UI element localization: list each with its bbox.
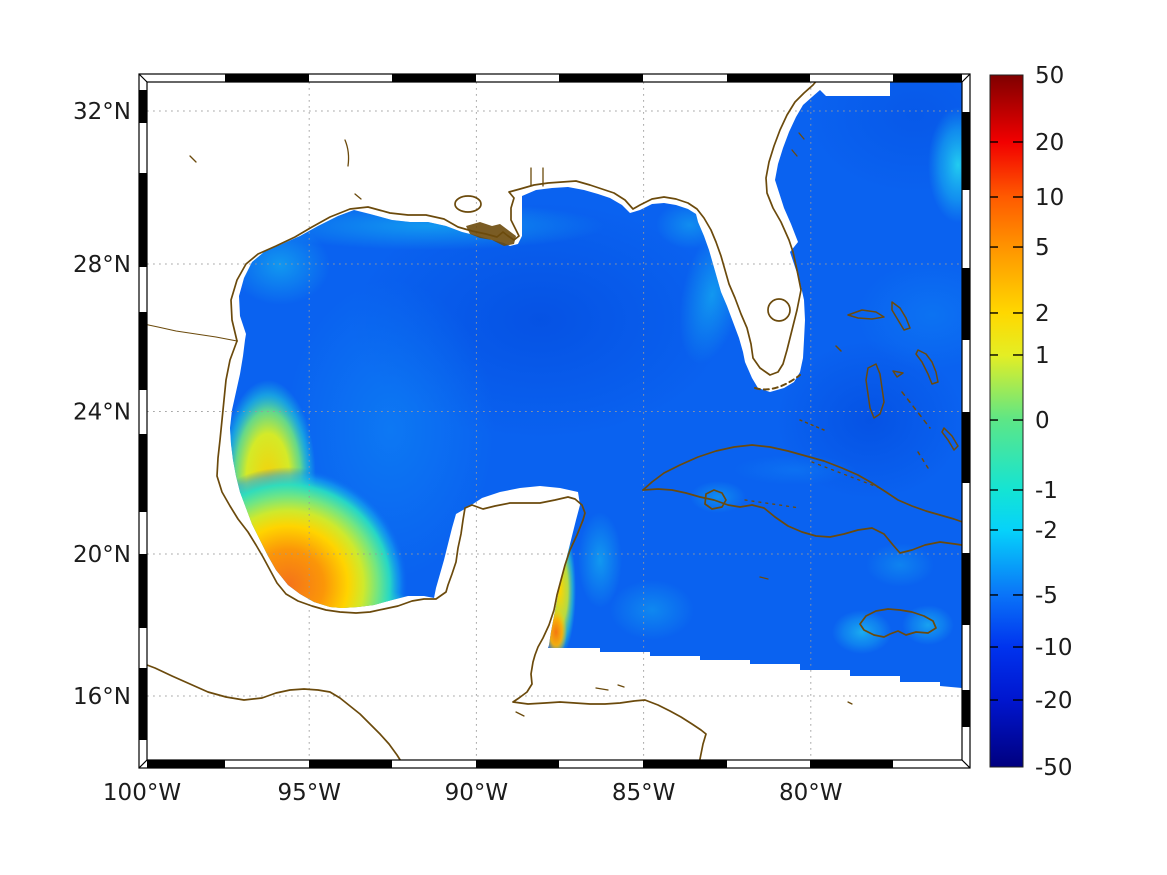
island-long-island-bahamas xyxy=(941,427,959,451)
lon-tick-labels: 100°W 95°W 90°W 85°W 80°W xyxy=(103,780,843,806)
colorbar-gradient-bar xyxy=(989,74,1024,768)
colorbar-tick-label: 5 xyxy=(1035,235,1050,261)
lat-tick-label: 16°N xyxy=(73,684,131,710)
island-grand-bahama xyxy=(847,309,885,320)
colorbar-tick-label: -1 xyxy=(1035,478,1058,504)
colorbar-tick-label: -50 xyxy=(1035,755,1073,781)
deep-blue-atlantic xyxy=(805,82,962,195)
lake-texas-hill xyxy=(189,155,197,163)
frame-corner-miters xyxy=(138,73,971,769)
islet-south-of-jamaica xyxy=(847,701,853,705)
lon-tick-label: 85°W xyxy=(612,780,676,806)
islet-cayman xyxy=(759,576,769,580)
cyan-streak-northeast xyxy=(928,107,962,223)
island-bimini xyxy=(835,345,842,352)
colorbar-tick-label: 2 xyxy=(1035,301,1050,327)
island-new-providence xyxy=(892,370,904,378)
island-abaco xyxy=(891,301,911,331)
islands-ragged xyxy=(917,451,929,469)
cyan-cayman-trough xyxy=(866,543,934,587)
colorbar-tick-label: -5 xyxy=(1035,583,1058,609)
lon-tick-label: 80°W xyxy=(779,780,843,806)
colorbar-tick-label: -20 xyxy=(1035,688,1073,714)
island-cuba-south-coast xyxy=(642,488,969,554)
islets-bay-islands-honduras xyxy=(595,684,625,691)
cyan-jamaica-west xyxy=(832,610,892,654)
cyan-plume-yucatan xyxy=(578,512,622,608)
cyan-caribbean-west xyxy=(610,580,694,640)
map-frame xyxy=(138,73,971,769)
lake-sabine xyxy=(354,193,362,200)
mobile-bay-outline xyxy=(530,167,544,187)
lake-okeechobee xyxy=(767,298,791,322)
islets-cuba-cays xyxy=(744,461,881,509)
colorbar-tick-label: 1 xyxy=(1035,343,1050,369)
islands-exuma-chain xyxy=(901,391,931,429)
no-data-notch xyxy=(826,82,890,96)
lat-tick-label: 32°N xyxy=(73,99,131,125)
lon-tick-label: 90°W xyxy=(445,780,509,806)
light-blue-atlantic-edge xyxy=(857,260,962,370)
lat-tick-label: 28°N xyxy=(73,252,131,278)
coastline-us-gulf-atlantic xyxy=(230,74,824,376)
colorbar-tick-label: 0 xyxy=(1035,408,1050,434)
lat-tick-label: 20°N xyxy=(73,542,131,568)
island-eleuthera xyxy=(915,349,939,385)
coastline-pacific-mexico xyxy=(139,661,407,768)
cyan-jamaica-east xyxy=(902,605,954,645)
colorbar-tick-label: 50 xyxy=(1035,63,1064,89)
island-chain-keys xyxy=(754,374,801,391)
islet-georgia-coast xyxy=(791,132,805,157)
colorbar-tick-label: 10 xyxy=(1035,185,1064,211)
colorbar-tick-label: -2 xyxy=(1035,518,1058,544)
colorbar-tick-label: 20 xyxy=(1035,130,1064,156)
lake-toledo-bend xyxy=(344,139,350,167)
islands-bahamas xyxy=(799,301,959,469)
coastlines xyxy=(139,74,969,768)
island-andros xyxy=(865,363,885,419)
frame-segments-black xyxy=(139,74,970,768)
colorbar-tick-label: -10 xyxy=(1035,635,1073,661)
island-isla-juventud xyxy=(704,489,727,510)
lat-tick-labels: 32°N 28°N 24°N 20°N 16°N xyxy=(73,99,131,710)
islands-cay-sal xyxy=(799,419,825,431)
lon-tick-label: 95°W xyxy=(277,780,341,806)
frame-outline xyxy=(138,73,971,769)
florida-keys xyxy=(754,374,801,391)
small-lakes-and-islets xyxy=(189,132,881,717)
lat-tick-label: 24°N xyxy=(73,400,131,426)
island-jamaica xyxy=(859,608,937,638)
river-rio-grande xyxy=(139,322,238,342)
colorbar-ticks xyxy=(990,141,1023,701)
lon-tick-label: 100°W xyxy=(103,780,181,806)
coastline-mississippi-delta-marsh xyxy=(466,222,516,246)
lago-izabal xyxy=(515,711,525,717)
coastline-mexico-central-america xyxy=(216,340,707,768)
island-cuba-north-coast xyxy=(642,444,969,525)
light-blue-florida-straits xyxy=(733,455,857,485)
lake-pontchartrain xyxy=(454,195,482,213)
